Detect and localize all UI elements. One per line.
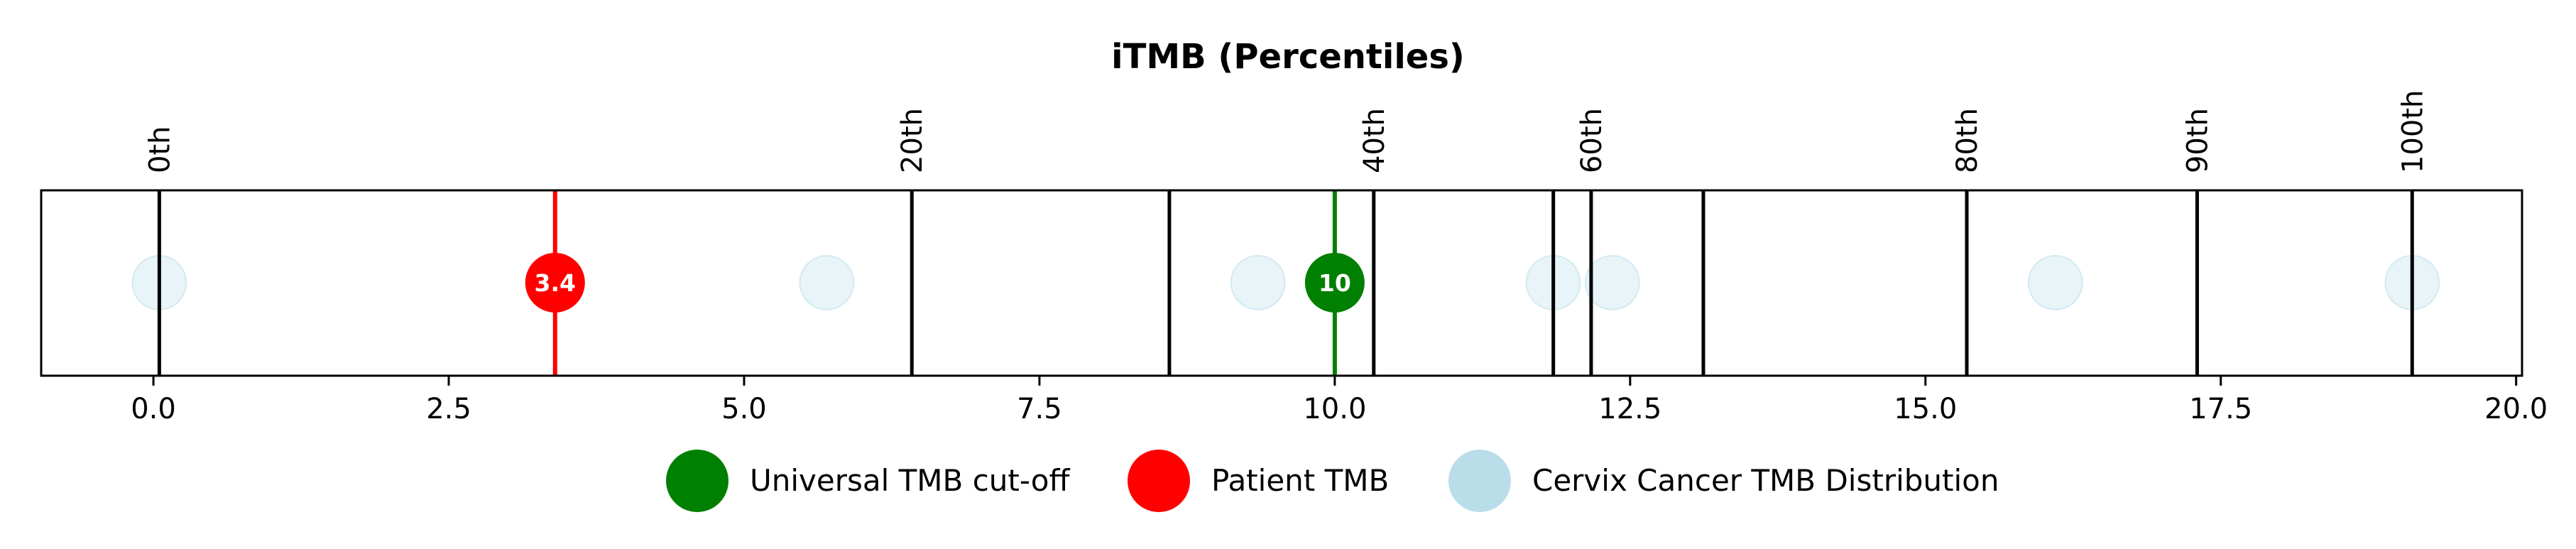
x-tick-label: 12.5 (1598, 393, 1661, 425)
legend-marker (1128, 450, 1190, 512)
x-tick-label: 10.0 (1303, 393, 1366, 425)
legend-marker (1448, 450, 1511, 512)
distribution-point (1230, 255, 1286, 310)
universal-cutoff-value-label: 10 (1319, 269, 1351, 297)
legend-marker (666, 450, 728, 512)
patient-tmb-value-label: 3.4 (535, 269, 576, 297)
plot-frame (40, 189, 2523, 377)
x-tick-label: 0.0 (131, 393, 176, 425)
percentile-label: 0th (143, 126, 176, 173)
patient-tmb-marker (525, 253, 585, 312)
distribution-point (1584, 255, 1640, 310)
chart-title: iTMB (Percentiles) (1111, 37, 1465, 77)
legend-label: Cervix Cancer TMB Distribution (1532, 463, 1999, 498)
x-tick-label: 5.0 (721, 393, 767, 425)
distribution-point (799, 255, 855, 310)
x-tick-label: 15.0 (1894, 393, 1957, 425)
distribution-point (2027, 255, 2083, 310)
percentile-label: 80th (1951, 108, 1984, 173)
percentile-label: 90th (2181, 108, 2214, 173)
legend: Universal TMB cut-off Patient TMB Cervix C… (666, 450, 1999, 512)
x-tick-label: 2.5 (426, 393, 471, 425)
percentile-label: 100th (2396, 90, 2429, 173)
universal-cutoff-marker (1304, 253, 1365, 312)
legend-label: Patient TMB (1211, 463, 1389, 498)
plot-area: 0th 20th 40th 60th 80th 90th 100th 3.4 10 0.0 2.5 5… (40, 90, 2548, 425)
x-tick-label: 17.5 (2189, 393, 2252, 425)
percentile-label: 20th (896, 108, 929, 173)
x-tick-label: 20.0 (2484, 393, 2548, 425)
legend-label: Universal TMB cut-off (750, 463, 1070, 498)
percentile-label: 60th (1576, 108, 1608, 173)
percentile-label: 40th (1358, 108, 1391, 173)
x-tick-label: 7.5 (1017, 393, 1062, 425)
